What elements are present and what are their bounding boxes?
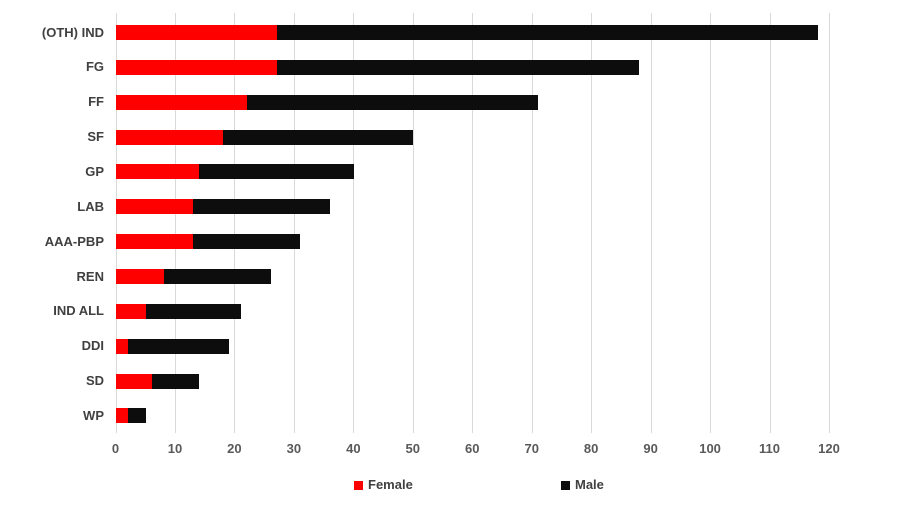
bar-segment-male-ren [163,269,271,285]
gridline-x-30 [293,13,295,433]
bar-segment-female-gp [116,164,200,180]
category-label-fg: FG [85,59,104,75]
legend-item-male: Male [561,478,604,492]
category-label-ff: FF [88,94,104,110]
category-label-ren: REN [76,268,104,284]
x-tick-label-70: 70 [524,441,539,456]
bar-segment-female-wp [116,408,128,424]
legend-label-male: Male [575,477,604,492]
bar-segment-female-sd [116,373,152,389]
gridline-x-120 [828,13,830,433]
category-label-lab: LAB [77,198,104,214]
x-tick-label-90: 90 [643,441,658,456]
x-tick-label-20: 20 [227,441,242,456]
category-label-aaa-pbp: AAA-PBP [44,233,104,249]
bar-segment-male-ff [246,94,539,110]
x-tick-label-0: 0 [111,441,120,456]
x-tick-label-80: 80 [583,441,599,456]
gridline-x-80 [591,13,593,433]
bar-segment-male-lab [193,199,331,215]
category-label-ind-all: IND ALL [53,303,104,319]
x-tick-label-120: 120 [818,441,840,456]
legend-swatch-female [354,480,363,490]
bar-segment-male-sf [223,129,414,145]
bar-segment-male-fg [276,59,640,75]
gridline-x-90 [650,13,652,433]
x-tick-label-110: 110 [759,441,781,456]
bar-segment-male-gp [199,164,354,180]
gridline-x-0 [115,13,117,433]
category-label-ddi: DDI [81,338,104,354]
bar-segment-female-ff [116,94,247,110]
gridline-x-10 [174,13,176,433]
bar-segment-male-ddi [127,338,229,354]
category-label-sd: SD [85,373,104,389]
gridline-x-20 [234,13,236,433]
bar-segment-female--oth-ind [116,25,277,40]
bar-segment-female-sf [116,129,224,145]
gridline-x-100 [710,13,712,433]
bar-segment-female-fg [116,59,277,75]
bar-segment-male-ind-all [145,303,241,319]
category-label-sf: SF [87,129,104,145]
legend-swatch-male [561,480,570,490]
x-tick-label-40: 40 [346,441,361,456]
bar-segment-female-ddi [116,338,128,354]
bar-segment-male-sd [151,373,200,389]
gridline-x-70 [531,13,533,433]
bar-segment-female-ind-all [116,303,146,319]
category-label-wp: WP [83,407,104,423]
x-tick-label-60: 60 [465,441,480,456]
category-label-gp: GP [85,163,104,179]
gridline-x-40 [353,13,355,433]
legend-item-female: Female [354,478,413,492]
category-label--oth-ind: (OTH) IND [41,24,104,40]
bar-segment-female-ren [116,269,164,285]
gridline-x-60 [472,13,474,433]
gridline-x-50 [412,13,414,433]
bar-segment-female-aaa-pbp [116,234,194,250]
bar-segment-male-wp [127,408,146,424]
legend-label-female: Female [368,477,413,492]
x-tick-label-100: 100 [699,441,721,456]
x-tick-label-30: 30 [286,441,302,456]
bar-segment-female-lab [116,199,194,215]
gridline-x-110 [769,13,771,433]
x-tick-label-50: 50 [405,441,421,456]
x-tick-label-10: 10 [167,441,183,456]
bar-segment-male--oth-ind [276,25,818,40]
bar-segment-male-aaa-pbp [193,234,301,250]
